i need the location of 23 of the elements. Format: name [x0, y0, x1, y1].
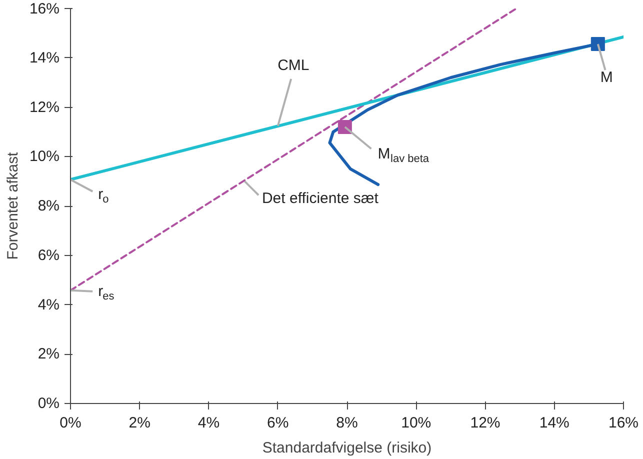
y-axis-title: Forventet afkast [4, 151, 22, 260]
x-tick-label: 6% [267, 414, 289, 432]
x-tick-label: 14% [539, 414, 570, 432]
y-tick-label: 14% [29, 49, 60, 66]
annotation: M [600, 68, 613, 86]
x-tick-label: 0% [60, 414, 82, 432]
x-tick-label: 12% [470, 414, 500, 432]
x-tick-label: 8% [336, 414, 358, 432]
y-tick-label: 6% [38, 246, 60, 264]
annotation: CML [278, 57, 310, 74]
y-tick-label: 8% [38, 198, 60, 214]
y-tick-label: 16% [29, 0, 60, 18]
y-tick-label: 10% [29, 148, 60, 166]
y-tick-label: 4% [38, 296, 60, 314]
annotation: Det efficiente sæt [262, 190, 380, 208]
x-tick-label: 10% [401, 414, 432, 432]
x-axis-title: Standardafvigelse (risiko) [262, 440, 432, 456]
y-tick-label: 0% [38, 395, 60, 412]
y-tick-label: 12% [29, 98, 60, 116]
y-tick-label: 2% [38, 346, 60, 363]
x-tick-label: 4% [198, 414, 220, 432]
x-tick-label: 2% [128, 414, 150, 432]
x-tick-label: 16% [608, 414, 639, 432]
